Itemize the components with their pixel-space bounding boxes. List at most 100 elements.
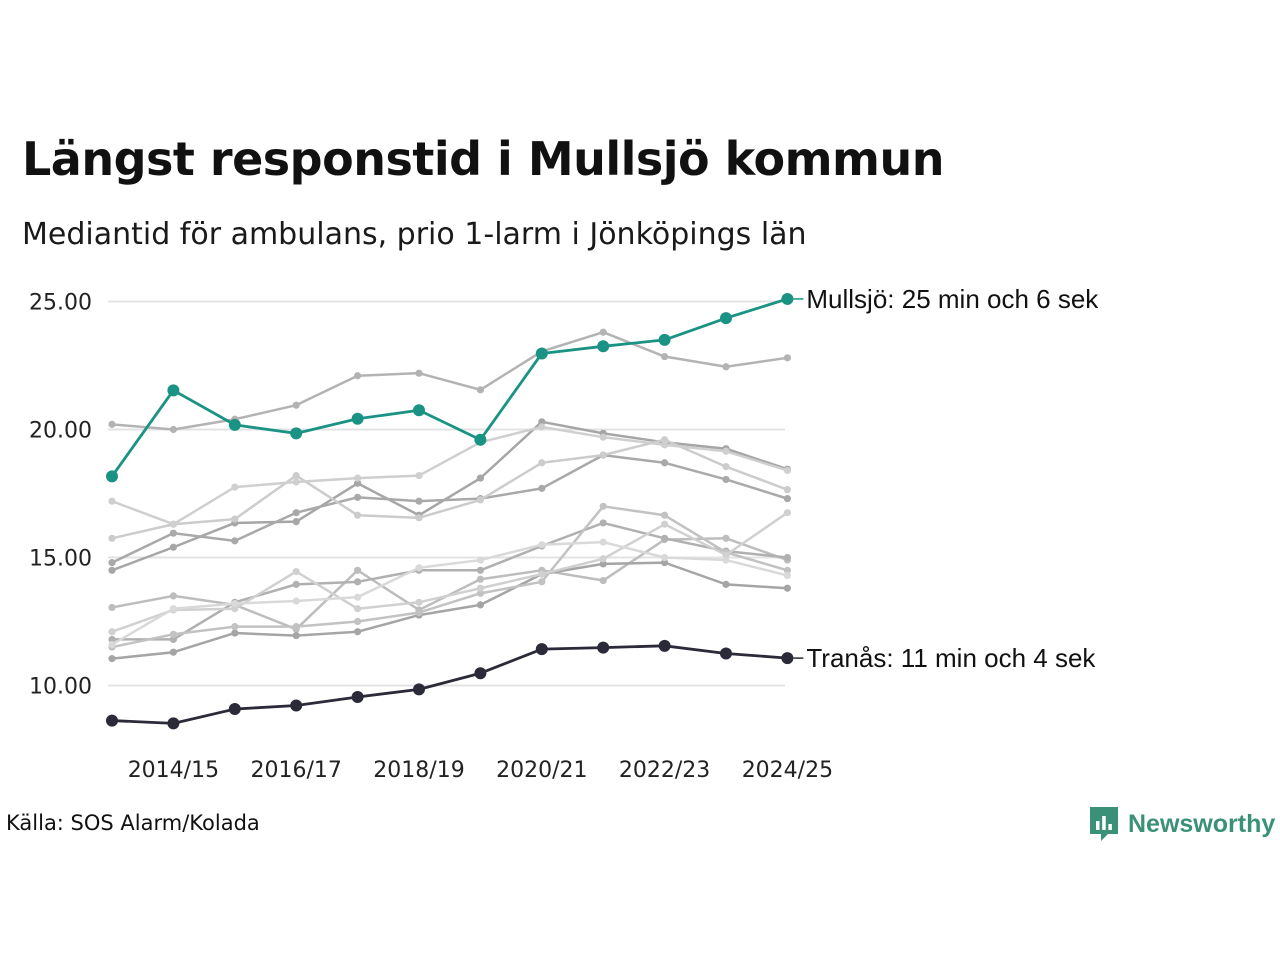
- municipality-point: [722, 551, 730, 559]
- municipality-point: [354, 511, 362, 519]
- municipality-point: [231, 483, 239, 491]
- municipality-point: [538, 484, 546, 492]
- municipality-point: [415, 514, 423, 522]
- municipality-point: [108, 640, 116, 649]
- municipality-point: [599, 433, 607, 441]
- municipality-point: [661, 559, 669, 567]
- municipality-point: [476, 386, 484, 394]
- municipality-point: [661, 436, 669, 444]
- y-axis-ticks: 10.00 15.00 20.00 25.00: [29, 291, 92, 700]
- chart-title: Längst responstid i Mullsjö kommun: [22, 132, 944, 186]
- municipality-point: [231, 629, 239, 637]
- municipality-point: [722, 556, 730, 564]
- y-tick-label: 25.00: [29, 291, 92, 316]
- municipality-line: [110, 420, 789, 572]
- municipality-point: [783, 466, 792, 475]
- municipality-point: [169, 529, 177, 537]
- municipality-point: [292, 401, 300, 409]
- mullsjo-point: [351, 412, 364, 425]
- x-axis-ticks: 2014/15 2016/17 2018/19 2020/21 2022/23 2024/…: [128, 758, 833, 783]
- highlighted-series: Mullsjö: 25 min och 6 sek Tranås: 11 min …: [106, 284, 1099, 730]
- x-tick-label: 2018/19: [373, 758, 464, 783]
- municipality-point: [169, 543, 177, 551]
- municipality-point: [292, 580, 300, 588]
- x-tick-label: 2024/25: [742, 758, 833, 783]
- municipality-point: [292, 518, 300, 526]
- municipality-point: [599, 328, 607, 336]
- mullsjo-point: [474, 433, 487, 446]
- y-tick-label: 10.00: [29, 675, 92, 700]
- municipality-point: [661, 459, 669, 467]
- tranas-point: [597, 641, 610, 654]
- municipality-series: [108, 423, 792, 528]
- municipality-line: [110, 438, 789, 540]
- municipality-point: [783, 354, 792, 362]
- municipality-line: [110, 453, 789, 564]
- municipality-point: [292, 597, 300, 605]
- municipality-series: [108, 451, 792, 567]
- mullsjo-end-label: Mullsjö: 25 min och 6 sek: [806, 284, 1099, 314]
- municipality-point: [599, 451, 607, 459]
- municipality-line: [110, 540, 789, 646]
- municipality-series: [108, 436, 792, 542]
- municipality-point: [354, 566, 362, 574]
- mullsjo-point: [535, 347, 548, 360]
- mullsjo-point: [228, 418, 241, 431]
- municipality-point: [661, 534, 669, 542]
- municipality-point: [783, 566, 792, 574]
- municipality-point: [169, 648, 177, 656]
- municipality-point: [599, 560, 607, 568]
- mullsjo-point: [106, 470, 118, 483]
- municipality-point: [292, 478, 300, 486]
- municipality-point: [354, 628, 362, 636]
- municipality-point: [783, 584, 792, 592]
- municipality-series: [108, 418, 792, 574]
- municipality-point: [538, 418, 546, 426]
- municipality-point: [476, 584, 484, 592]
- tranas-point: [228, 703, 241, 716]
- municipality-point: [231, 537, 239, 545]
- mullsjo-series: Mullsjö: 25 min och 6 sek: [106, 284, 1099, 483]
- municipality-point: [722, 580, 730, 588]
- municipality-point: [415, 497, 423, 505]
- municipality-point: [108, 559, 116, 567]
- municipality-line: [110, 521, 789, 641]
- tranas-point: [720, 647, 732, 660]
- municipality-point: [476, 601, 484, 609]
- municipality-point: [661, 352, 669, 361]
- municipality-point: [538, 541, 546, 549]
- municipality-point: [231, 605, 239, 613]
- mullsjo-point: [720, 312, 732, 325]
- municipality-point: [783, 509, 792, 517]
- x-tick-label: 2020/21: [496, 758, 587, 783]
- municipality-point: [292, 509, 300, 517]
- municipality-point: [599, 576, 607, 585]
- municipality-point: [538, 578, 546, 586]
- municipality-point: [661, 441, 669, 449]
- municipality-point: [783, 486, 792, 494]
- tranas-point: [351, 691, 364, 704]
- newsworthy-logo: Newsworthy: [1088, 804, 1275, 844]
- municipality-point: [476, 474, 484, 482]
- municipality-series: [108, 559, 792, 663]
- municipality-point: [415, 471, 423, 480]
- municipality-point: [108, 655, 116, 663]
- municipality-point: [599, 502, 607, 510]
- municipality-point: [476, 575, 484, 583]
- municipality-point: [538, 423, 546, 431]
- municipality-point: [354, 578, 362, 586]
- municipality-series: [108, 328, 792, 434]
- municipality-point: [108, 534, 116, 542]
- municipality-point: [661, 520, 669, 528]
- tranas-point: [106, 714, 118, 727]
- tranas-point: [167, 717, 180, 730]
- bar-chart-speech-icon: [1090, 807, 1118, 841]
- municipality-point: [599, 538, 607, 546]
- municipality-point: [108, 635, 116, 644]
- tranas-end-label: Tranås: 11 min och 4 sek: [806, 643, 1096, 673]
- brand-name: Newsworthy: [1128, 809, 1276, 838]
- municipality-point: [354, 605, 362, 613]
- municipality-line: [110, 561, 789, 660]
- municipality-point: [783, 571, 792, 580]
